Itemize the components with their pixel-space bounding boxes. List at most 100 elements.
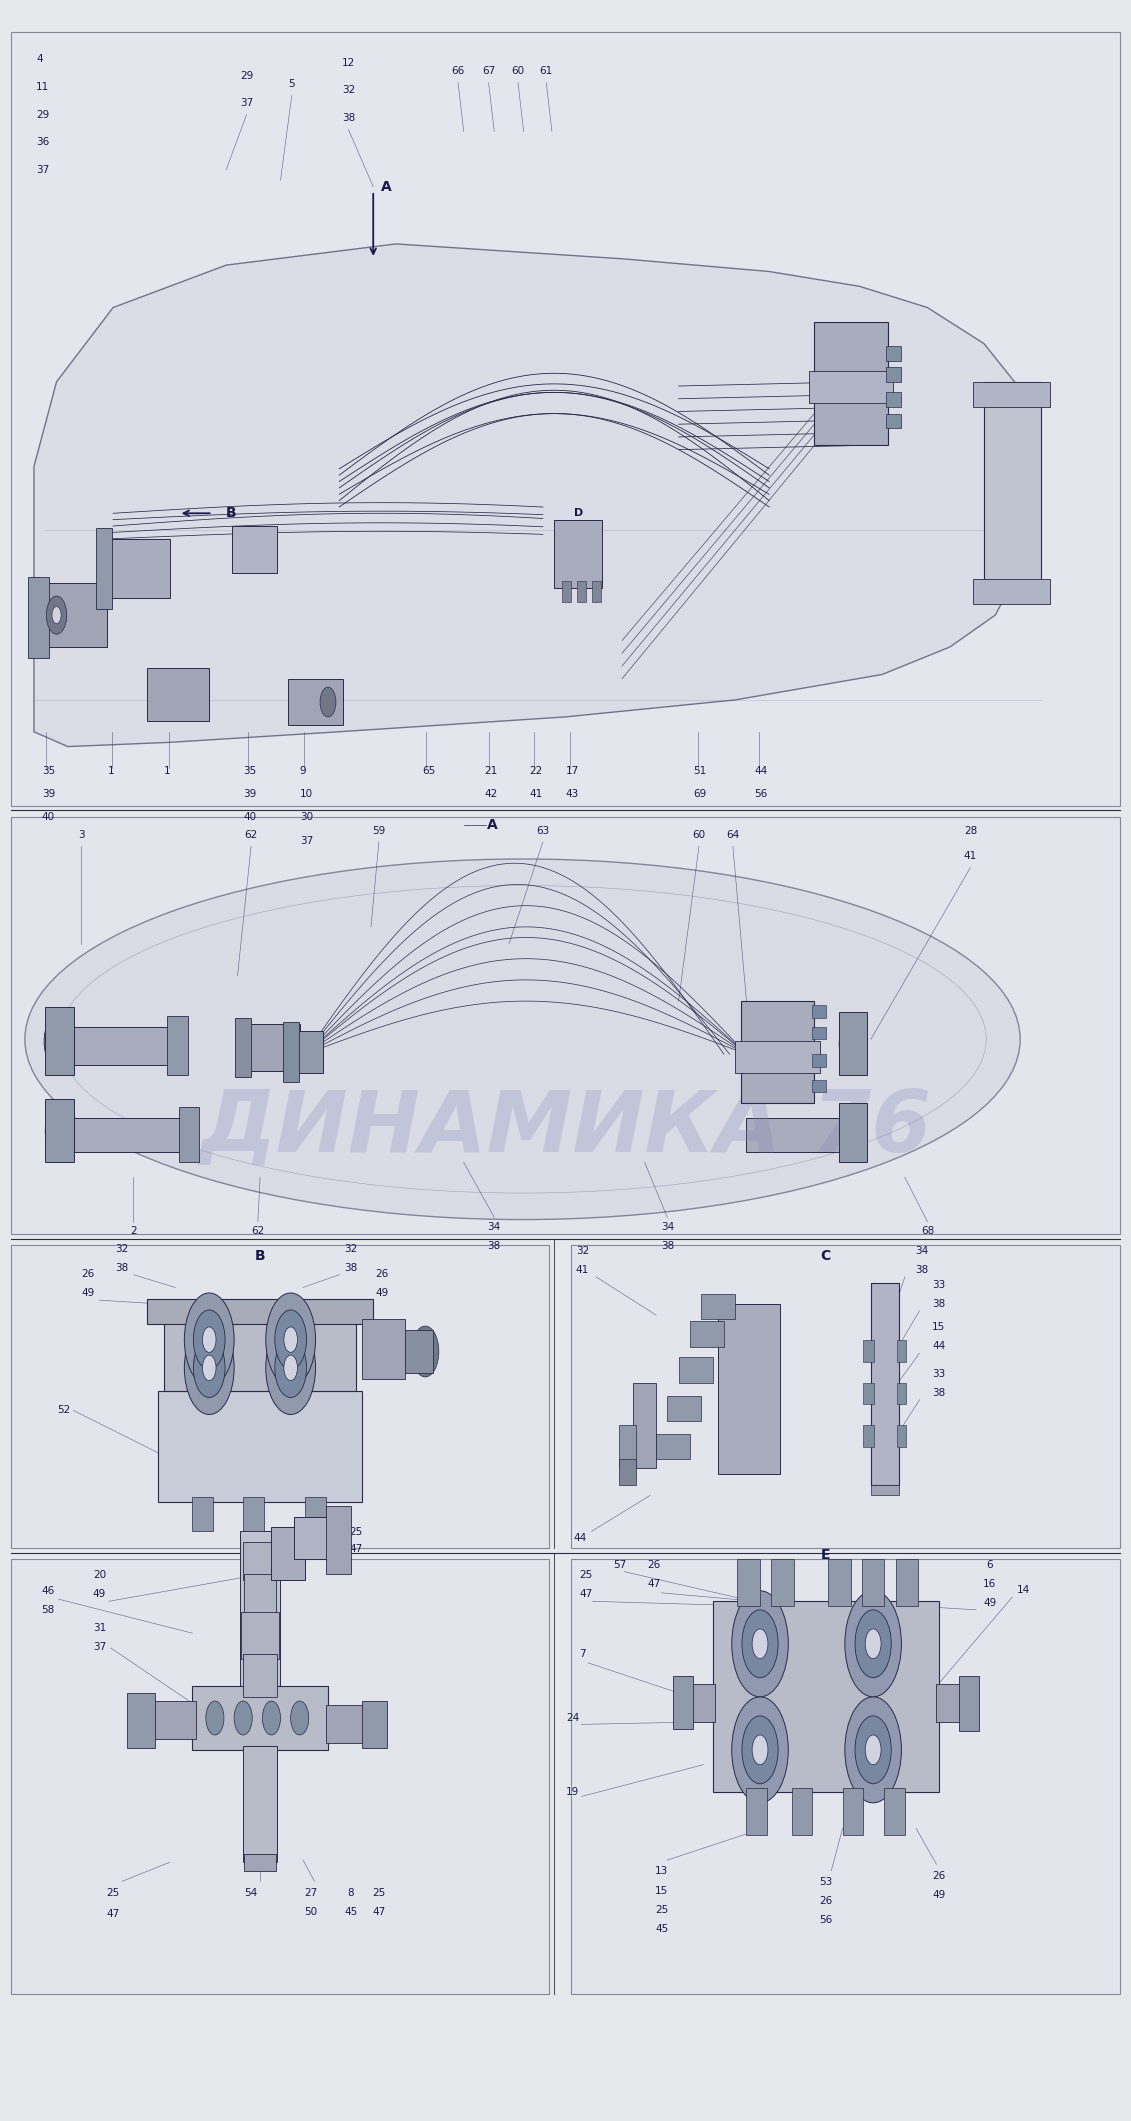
Circle shape [845, 1697, 901, 1803]
Text: 20: 20 [93, 1570, 106, 1580]
Bar [886, 414, 901, 428]
Circle shape [855, 1716, 891, 1784]
Text: 32: 32 [342, 85, 355, 95]
Bar [984, 382, 1041, 594]
Text: 1: 1 [107, 766, 114, 776]
Text: 13: 13 [655, 1866, 668, 1877]
Circle shape [206, 1701, 224, 1735]
Text: 3: 3 [78, 829, 85, 840]
Text: 38: 38 [344, 1262, 357, 1273]
Text: 26: 26 [81, 1268, 95, 1279]
Text: 21: 21 [484, 766, 498, 776]
Circle shape [45, 1105, 72, 1156]
Text: 16: 16 [983, 1578, 996, 1589]
Text: 51: 51 [693, 766, 707, 776]
Text: A: A [486, 819, 498, 831]
Circle shape [52, 1118, 66, 1143]
Bar [153, 1701, 196, 1739]
Text: 53: 53 [819, 1877, 832, 1888]
Circle shape [418, 1338, 432, 1364]
Text: 45: 45 [344, 1907, 357, 1917]
Bar [735, 1041, 820, 1073]
Text: 61: 61 [539, 66, 553, 76]
Bar [812, 1054, 826, 1067]
Bar [147, 668, 209, 721]
Text: 5: 5 [288, 78, 295, 89]
Circle shape [193, 1338, 225, 1398]
Bar [571, 1559, 1120, 1994]
Text: 38: 38 [115, 1262, 129, 1273]
Text: 46: 46 [41, 1587, 54, 1595]
Bar [11, 1245, 549, 1548]
Bar [973, 382, 1050, 407]
Circle shape [846, 1031, 860, 1056]
Text: 38: 38 [661, 1241, 674, 1251]
Circle shape [275, 1311, 307, 1370]
Bar [167, 1016, 188, 1075]
Bar [667, 1396, 701, 1421]
Text: 60: 60 [692, 829, 706, 840]
Text: 10: 10 [300, 789, 313, 800]
Bar [812, 1027, 826, 1039]
Text: 26: 26 [932, 1871, 946, 1881]
Text: 38: 38 [342, 112, 355, 123]
Text: 49: 49 [375, 1287, 389, 1298]
Bar [592, 581, 601, 602]
Bar [839, 1012, 867, 1075]
Bar [809, 371, 893, 403]
Text: 69: 69 [693, 789, 707, 800]
Text: A: A [381, 180, 392, 193]
Text: 39: 39 [42, 789, 55, 800]
Text: 25: 25 [372, 1888, 386, 1898]
Text: 35: 35 [243, 766, 257, 776]
Bar [158, 1391, 362, 1502]
Circle shape [845, 1591, 901, 1697]
Text: C: C [820, 1249, 831, 1262]
Bar [897, 1383, 906, 1404]
Text: 15: 15 [655, 1886, 668, 1896]
Text: 25: 25 [579, 1570, 593, 1580]
Circle shape [363, 1705, 383, 1743]
Bar [959, 1676, 979, 1731]
Bar [240, 1531, 280, 1739]
Text: 34: 34 [661, 1222, 674, 1232]
Bar [884, 1788, 905, 1835]
Bar [812, 1005, 826, 1018]
Text: 38: 38 [932, 1298, 946, 1309]
Text: C: C [857, 375, 867, 388]
Text: D: D [254, 1548, 266, 1561]
Text: 57: 57 [613, 1559, 627, 1570]
Text: 56: 56 [819, 1915, 832, 1926]
Text: 4: 4 [36, 55, 43, 64]
Text: 14: 14 [1017, 1584, 1030, 1595]
Text: 49: 49 [932, 1890, 946, 1900]
Circle shape [412, 1326, 439, 1377]
Text: 28: 28 [964, 825, 977, 836]
Bar [288, 679, 343, 725]
Text: 6: 6 [986, 1559, 993, 1570]
Bar [871, 1485, 899, 1495]
Text: 36: 36 [36, 138, 50, 146]
Text: 26: 26 [375, 1268, 389, 1279]
Text: 25: 25 [106, 1888, 120, 1898]
Text: 32: 32 [576, 1245, 589, 1256]
Bar [294, 1517, 339, 1559]
Bar [828, 1559, 851, 1606]
Bar [107, 539, 170, 598]
PathPatch shape [34, 244, 1041, 747]
Bar [656, 1434, 690, 1459]
Circle shape [732, 1591, 788, 1697]
Circle shape [46, 596, 67, 634]
Bar [179, 1107, 199, 1162]
Circle shape [234, 1701, 252, 1735]
Text: 45: 45 [655, 1924, 668, 1934]
Text: 30: 30 [300, 812, 313, 823]
Text: 24: 24 [566, 1714, 579, 1722]
Bar [74, 1118, 181, 1152]
Text: 37: 37 [240, 98, 253, 108]
Bar [127, 1693, 155, 1748]
Text: 47: 47 [106, 1909, 120, 1920]
Circle shape [752, 1735, 768, 1765]
Text: 26: 26 [819, 1896, 832, 1907]
Circle shape [284, 1355, 297, 1381]
